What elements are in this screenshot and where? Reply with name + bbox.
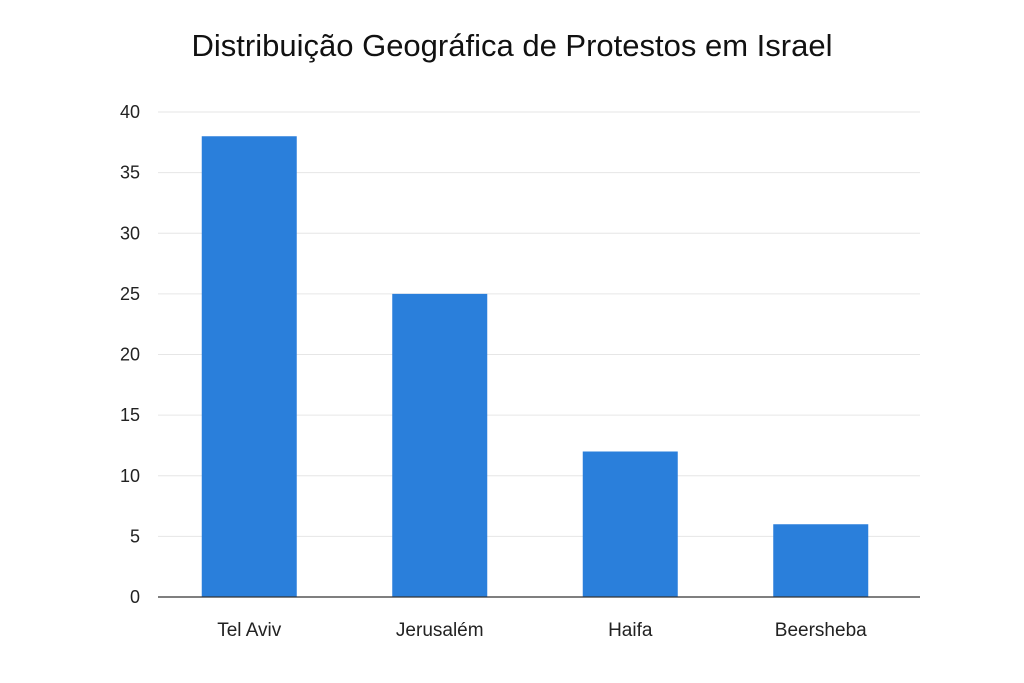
y-tick-label: 15: [120, 405, 140, 425]
x-category-label: Beersheba: [775, 620, 867, 641]
bars: [201, 136, 869, 597]
bar: [392, 293, 488, 597]
x-axis-labels: Tel Aviv Jerusalém Haifa Beersheba: [217, 620, 867, 641]
y-tick-label: 0: [130, 587, 140, 607]
x-category-label: Tel Aviv: [217, 620, 282, 641]
y-tick-label: 20: [120, 345, 140, 365]
bar: [201, 136, 297, 597]
x-category-label: Jerusalém: [396, 620, 484, 641]
y-tick-label: 30: [120, 223, 140, 243]
x-category-label: Haifa: [608, 620, 653, 641]
y-tick-label: 35: [120, 163, 140, 183]
y-tick-label: 25: [120, 284, 140, 304]
bar: [582, 451, 678, 597]
y-tick-label: 10: [120, 466, 140, 486]
y-tick-label: 5: [130, 526, 140, 546]
y-axis-ticks: 0 5 10 15 20 25 30 35 40: [120, 102, 140, 607]
y-tick-label: 40: [120, 102, 140, 122]
bar: [773, 524, 869, 597]
chart-title: Distribuição Geográfica de Protestos em …: [191, 28, 833, 63]
